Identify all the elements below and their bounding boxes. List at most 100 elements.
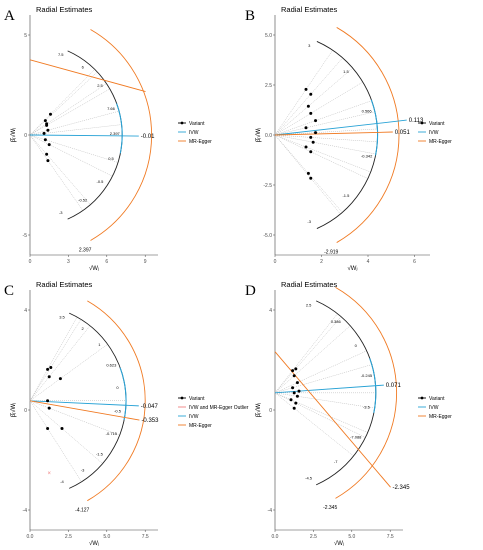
y-tick-label: 0.0 <box>265 133 272 139</box>
radial-spoke <box>29 110 120 136</box>
radial-spoke <box>29 319 82 401</box>
panel-letter: D <box>245 283 256 299</box>
variant-point <box>60 426 64 430</box>
variant-point <box>47 375 51 379</box>
panel-d: D Radial Estimates 0.0 2.5 5.0 7.5 4 0 -4 √Wⱼ β̂ⱼ√… <box>245 280 452 547</box>
x-axis-label: √Wⱼ <box>89 540 99 547</box>
ring-scale-label: -3 <box>81 468 85 473</box>
x-tick-label: 2.5 <box>65 534 72 540</box>
egger-ring-arc <box>336 27 400 243</box>
radial-spoke <box>274 111 375 136</box>
radial-spoke <box>274 134 371 173</box>
x-tick-label: 5.0 <box>348 534 355 540</box>
egger-estimate-label: -2.345 <box>393 485 411 491</box>
egger-line <box>29 400 140 421</box>
variant-point <box>45 152 49 156</box>
x-tick-label: 7.5 <box>387 534 394 540</box>
outlier-point: × <box>47 471 51 477</box>
legend-label: IVW <box>189 130 199 136</box>
radial-spoke <box>29 134 113 177</box>
radial-spoke <box>29 344 108 401</box>
variant-point <box>314 119 318 123</box>
radial-spoke <box>29 134 84 211</box>
ring-scale-label: -3.5 <box>363 405 371 410</box>
ring-scale-label: 7.66 <box>107 106 116 111</box>
variant-point <box>309 92 313 96</box>
ivw-estimate-label: -0.047 <box>141 404 159 410</box>
x-tick-label: 2.5 <box>310 534 317 540</box>
variant-point <box>292 391 296 395</box>
radial-spoke <box>29 400 82 482</box>
radial-spoke <box>29 69 95 136</box>
radial-spoke <box>29 88 110 136</box>
x-tick-label: 7.5 <box>142 534 149 540</box>
radial-spoke <box>29 400 103 464</box>
ivw-estimate-label: -0.01 <box>141 134 155 140</box>
x-tick-label: 9 <box>144 259 147 265</box>
y-tick-label: 4 <box>24 308 27 314</box>
y-axis-label: β̂ⱼ√Wⱼ <box>255 128 262 143</box>
x-axis-label: √Wⱼ <box>89 265 99 272</box>
ivw-ring-arc <box>119 367 127 420</box>
ring-scale-label: -3 <box>59 210 63 215</box>
egger-line <box>29 59 146 93</box>
radial-spoke <box>274 364 372 394</box>
x-axis-label: √Wⱼ <box>347 265 357 272</box>
legend-label: MR-Egger <box>429 414 452 420</box>
outer-ring-label: -2.919 <box>324 250 338 256</box>
ivw-ring-arc <box>116 103 123 154</box>
ring-scale-label: 7.5 <box>58 52 64 57</box>
variant-point <box>46 426 50 430</box>
outer-ring-label: -2.345 <box>323 505 337 511</box>
egger-ring-arc <box>335 286 398 499</box>
radial-spoke <box>29 400 120 436</box>
ring-scale-label: 3.5 <box>59 314 65 319</box>
legend-label: Variant <box>429 396 445 402</box>
panel-letter: B <box>245 8 255 24</box>
y-axis-label: β̂ⱼ√Wⱼ <box>255 403 262 418</box>
variant-point <box>297 389 301 393</box>
ring-scale-label: 0.623 <box>106 362 117 367</box>
legend-label: IVW <box>429 405 439 411</box>
variant-point <box>306 171 310 175</box>
radial-spoke <box>274 57 343 136</box>
egger-ring-arc <box>90 29 153 241</box>
ring-scale-label: -7.088 <box>350 434 362 439</box>
ring-scale-label: -4.5 <box>305 475 313 480</box>
radial-spoke <box>274 313 338 394</box>
legend-label: IVW <box>429 130 439 136</box>
y-tick-label: -4 <box>268 508 273 514</box>
y-axis-label: β̂ⱼ√Wⱼ <box>10 403 17 418</box>
radial-spoke <box>29 134 119 163</box>
ring-scale-label: -0.5 <box>114 409 122 414</box>
ring-scale-label: -0.5 <box>97 179 105 184</box>
y-tick-label: 2.5 <box>265 83 272 89</box>
x-tick-label: 0.0 <box>272 534 279 540</box>
panel-c: C Radial Estimates 0.0 2.5 5.0 7.5 4 0 -4 √Wⱼ β̂ⱼ√… <box>4 280 249 547</box>
legend-marker <box>180 121 184 125</box>
y-tick-label: 4 <box>269 308 272 314</box>
ring-scale-label: -1.5 <box>342 193 350 198</box>
legend-label: IVW <box>189 414 199 420</box>
outer-ring-label: 2.397 <box>79 247 92 253</box>
y-tick-label: 5.0 <box>265 33 272 39</box>
ring-scale-label: 6 <box>82 65 85 70</box>
legend-label: Variant <box>429 121 445 127</box>
panel-letter: A <box>4 8 15 24</box>
y-tick-label: -2.5 <box>263 183 272 189</box>
panel-title: Radial Estimates <box>36 5 93 14</box>
ring-scale-label: 3 <box>308 43 311 48</box>
x-tick-label: 0 <box>29 259 32 265</box>
x-tick-label: 6 <box>105 259 108 265</box>
egger-line <box>274 131 393 136</box>
ring-scale-label: -0.715 <box>106 431 118 436</box>
ring-scale-label: -0.245 <box>361 373 373 378</box>
ring-scale-label: 2.5 <box>306 302 312 307</box>
radial-spoke <box>274 325 351 394</box>
ring-scale-label: 0.386 <box>331 319 342 324</box>
legend-marker <box>420 396 424 400</box>
y-tick-label: 5 <box>24 33 27 39</box>
y-tick-label: 0 <box>24 133 27 139</box>
ring-scale-label: 1 <box>98 342 101 347</box>
